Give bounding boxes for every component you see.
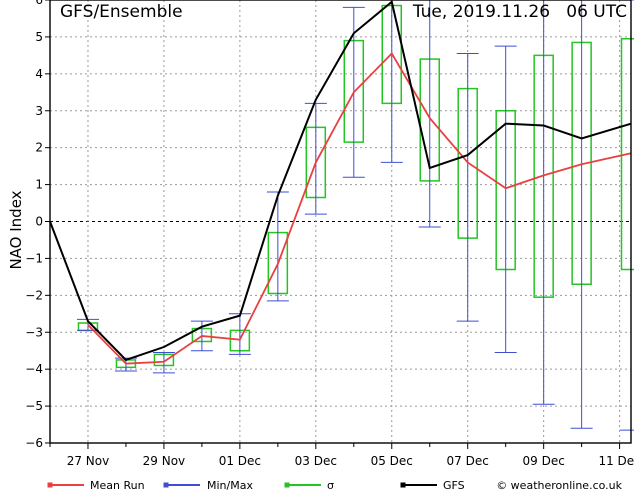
y-tick-label: 0: [35, 215, 43, 229]
y-tick-label: 4: [35, 67, 43, 81]
x-axis-ticks: 27 Nov 29 Nov 01 Dec 03 Dec 05 Dec 07 Dec 09 D…: [49, 443, 634, 468]
y-tick-label: 1: [35, 178, 43, 192]
x-tick-label: 27 Nov: [67, 454, 110, 468]
y-tick-label: −5: [25, 399, 43, 413]
grid-lines: [50, 0, 631, 443]
y-tick-label: −6: [25, 436, 43, 450]
y-axis-ticks: −6 −5 −4 −3 −2 −1 0 1 2 3 4 5 6: [25, 0, 50, 450]
sigma-boxes: [77, 4, 634, 369]
gfs-line: [49, 0, 632, 362]
legend-gfs-marker: [400, 482, 406, 488]
legend-mean-marker: [47, 482, 53, 488]
legend-mean-label: Mean Run: [90, 479, 145, 490]
y-tick-label: −1: [25, 251, 43, 265]
legend-mean-run: Mean Run: [47, 479, 145, 490]
legend: Mean Run Min/Max σ GFS © weatheronline.c…: [47, 479, 623, 490]
y-tick-label: −2: [25, 288, 43, 302]
x-tick-label: 09 Dec: [523, 454, 565, 468]
legend-sigma-marker: [284, 482, 290, 488]
x-tick-label: 07 Dec: [447, 454, 489, 468]
y-tick-label: 6: [35, 0, 43, 7]
x-tick-label: 11 Dec: [598, 454, 634, 468]
x-tick-label: 29 Nov: [143, 454, 186, 468]
y-tick-label: 2: [35, 141, 43, 155]
y-axis-label: NAO Index: [7, 190, 25, 269]
run-timestamp: Tue, 2019.11.26 06 UTC: [412, 2, 627, 22]
chart-title: GFS/Ensemble: [60, 2, 183, 22]
x-tick-label: 01 Dec: [219, 454, 261, 468]
plot-frame: [49, 0, 632, 444]
y-tick-label: 5: [35, 30, 43, 44]
mean-run-series: [87, 52, 632, 365]
legend-minmax-label: Min/Max: [207, 479, 253, 490]
legend-sigma-label: σ: [327, 479, 334, 490]
mean-run-line: [87, 52, 632, 365]
legend-minmax-marker: [163, 482, 169, 488]
y-tick-label: 3: [35, 104, 43, 118]
legend-sigma: σ: [284, 479, 334, 490]
legend-min-max: Min/Max: [163, 479, 253, 490]
x-tick-label: 03 Dec: [295, 454, 337, 468]
legend-gfs: GFS: [400, 479, 465, 490]
x-tick-label: 05 Dec: [371, 454, 413, 468]
copyright-credit: © weatheronline.co.uk: [496, 479, 622, 490]
gfs-series: [49, 0, 632, 362]
y-tick-label: −4: [25, 362, 43, 376]
legend-gfs-label: GFS: [443, 479, 465, 490]
y-tick-label: −3: [25, 325, 43, 339]
